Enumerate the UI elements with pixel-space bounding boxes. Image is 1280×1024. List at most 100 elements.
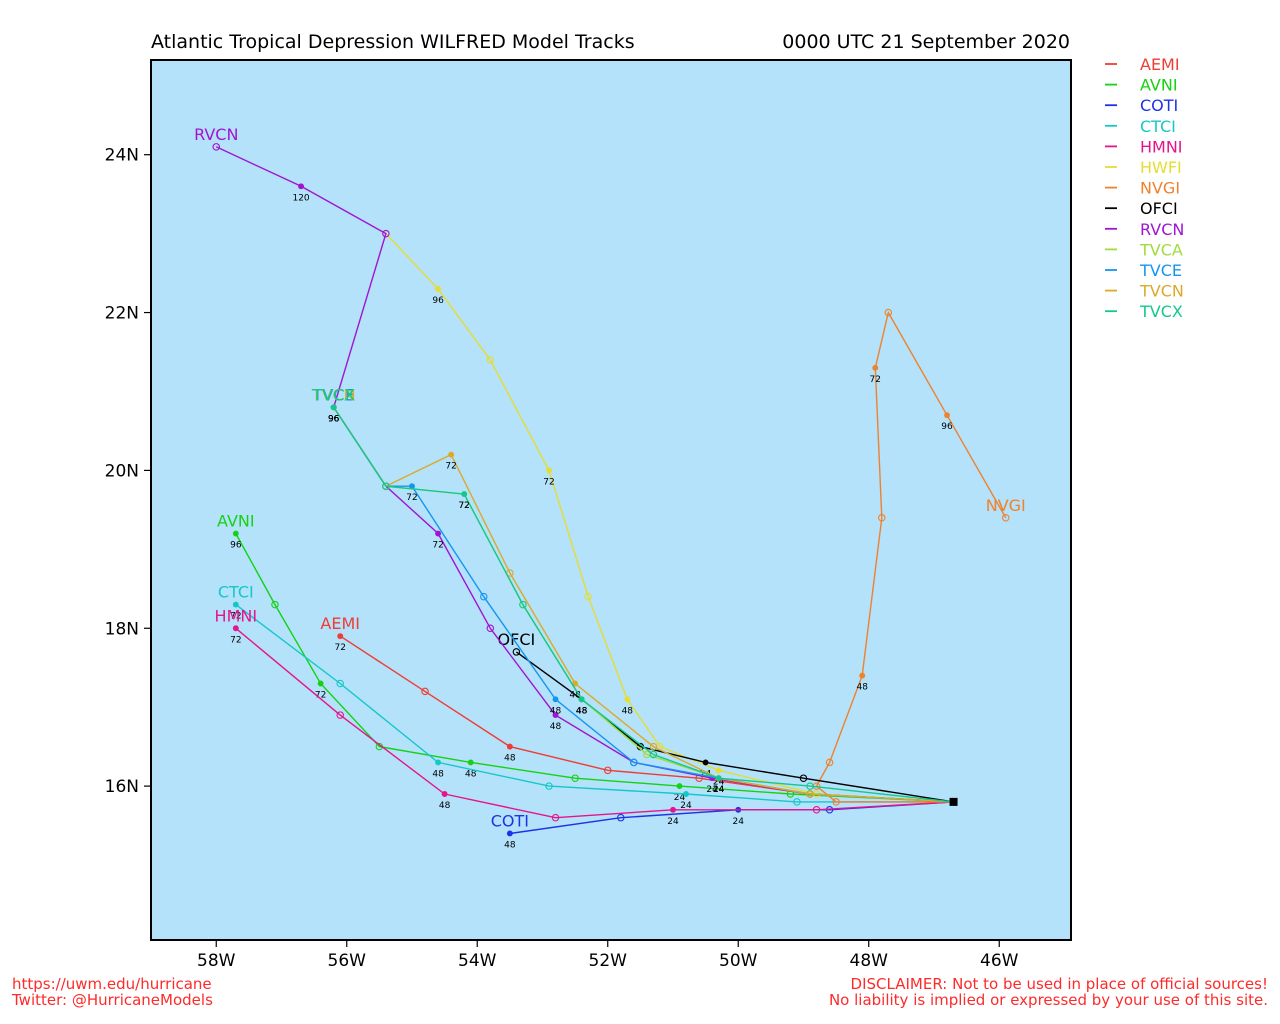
legend-label-tvce: TVCE <box>1139 261 1182 280</box>
track-end-label: TVCA <box>311 385 355 404</box>
track-point <box>336 711 344 719</box>
track-point <box>630 758 638 767</box>
legend-label-coti: COTI <box>1140 96 1178 115</box>
track-point <box>382 229 390 238</box>
track-point <box>330 404 337 411</box>
legend-label-rvcn: RVCN <box>1140 220 1184 239</box>
track-end-label: COTI <box>491 811 529 830</box>
legend-label-tvca: TVCA <box>1139 240 1183 259</box>
track-point <box>806 782 814 790</box>
forecast-hour-label: 72 <box>230 635 241 645</box>
track-point <box>232 625 239 632</box>
legend-label-ctci: CTCI <box>1140 117 1176 136</box>
track-point <box>572 680 579 687</box>
forecast-hour-label: 24 <box>680 801 692 811</box>
legend-label-aemi: AEMI <box>1140 55 1180 74</box>
track-point <box>435 530 442 537</box>
forecast-hour-label: 24 <box>713 785 725 795</box>
forecast-hour-label: 48 <box>504 754 516 764</box>
track-nvgi: 48 72 96 NVGI <box>812 308 1026 806</box>
track-ctci: 24 48 72 CTCI <box>218 583 954 811</box>
y-axis: 16N 18N 20N 22N 24N <box>105 146 151 797</box>
plot-frame <box>150 59 1072 941</box>
forecast-hour-label: 72 <box>445 462 456 472</box>
forecast-hour-label: 72 <box>543 477 554 487</box>
track-point <box>480 592 488 601</box>
footer-disclaimer-line1: DISCLAIMER: Not to be used in place of o… <box>851 975 1268 993</box>
track-point <box>317 680 324 687</box>
track-tvcx: 24 48 72 96 TVCX <box>311 385 954 803</box>
track-point <box>715 767 722 774</box>
track-point <box>486 624 495 633</box>
forecast-hour-label: 72 <box>406 493 417 503</box>
track-point <box>545 782 553 790</box>
footer-twitter[interactable]: Twitter: @HurricaneModels <box>11 991 213 1009</box>
track-tvce: 24 48 72 96 TVCE <box>312 385 954 803</box>
track-point <box>617 813 625 822</box>
track-point <box>486 356 495 364</box>
track-point <box>578 696 585 703</box>
track-point <box>421 687 429 696</box>
track-point <box>461 491 468 498</box>
legend-label-hwfi: HWFI <box>1140 158 1182 177</box>
track-point <box>676 783 683 790</box>
y-tick-label: 16N <box>105 777 139 797</box>
track-point <box>793 798 801 806</box>
forecast-hour-label: 24 <box>713 785 725 795</box>
track-point <box>825 758 834 767</box>
forecast-hour-label: 48 <box>569 690 581 700</box>
forecast-hour-label: 72 <box>315 690 326 700</box>
forecast-hour-label: 48 <box>576 706 588 716</box>
y-tick-label: 18N <box>105 619 139 639</box>
track-end-label: HMNI <box>215 606 258 625</box>
track-point <box>298 183 305 190</box>
track-point <box>271 600 279 609</box>
track-point <box>552 696 559 703</box>
track-avni: 24 48 72 96 AVNI <box>217 512 954 803</box>
track-point <box>859 672 866 679</box>
track-point <box>448 451 455 458</box>
forecast-hour-label: 96 <box>328 414 340 424</box>
track-end-label: CTCI <box>218 583 254 602</box>
track-point <box>806 790 814 798</box>
legend-label-tvcn: TVCN <box>1139 282 1184 301</box>
track-point <box>715 775 722 782</box>
forecast-hour-label: 48 <box>550 722 562 732</box>
legend-label-nvgi: NVGI <box>1140 179 1180 198</box>
track-point <box>624 696 631 703</box>
track-point <box>435 285 442 292</box>
legend-label-avni: AVNI <box>1140 76 1178 95</box>
track-point <box>584 592 592 601</box>
forecast-hour-label: 48 <box>622 706 634 716</box>
track-point <box>232 530 239 537</box>
track-point <box>812 806 821 814</box>
track-point <box>872 364 879 371</box>
track-point <box>232 601 239 608</box>
forecast-hour-label: 48 <box>550 706 562 716</box>
track-end-label: AEMI <box>320 614 360 633</box>
x-tick-label: 56W <box>328 951 367 971</box>
y-tick-label: 20N <box>105 461 139 481</box>
track-point <box>337 633 344 640</box>
track-point <box>382 482 390 490</box>
track-point <box>832 798 840 806</box>
forecast-hour-label: 72 <box>870 375 881 385</box>
x-tick-label: 54W <box>458 951 497 971</box>
chart-date: 0000 UTC 21 September 2020 <box>782 31 1070 53</box>
track-point <box>441 791 448 797</box>
track-point <box>670 806 676 813</box>
track-point <box>551 813 560 822</box>
track-point <box>571 774 579 782</box>
plot-area: 4872AEMI24487296AVNI2448COTI244872CTCI24… <box>150 59 1072 941</box>
forecast-hour-label: 24 <box>667 817 679 827</box>
x-tick-label: 58W <box>197 951 236 971</box>
forecast-hour-label: 96 <box>328 414 340 424</box>
track-end-label: TVCX <box>311 385 355 404</box>
forecast-hour-label: 96 <box>328 414 340 424</box>
footer-url[interactable]: https://uwm.edu/hurricane <box>12 975 212 993</box>
footer-disclaimer-line2: No liability is implied or expressed by … <box>829 991 1268 1009</box>
forecast-hour-label: 24 <box>733 817 745 827</box>
track-point <box>683 791 689 797</box>
track-point <box>435 759 442 766</box>
track-point <box>506 743 513 750</box>
